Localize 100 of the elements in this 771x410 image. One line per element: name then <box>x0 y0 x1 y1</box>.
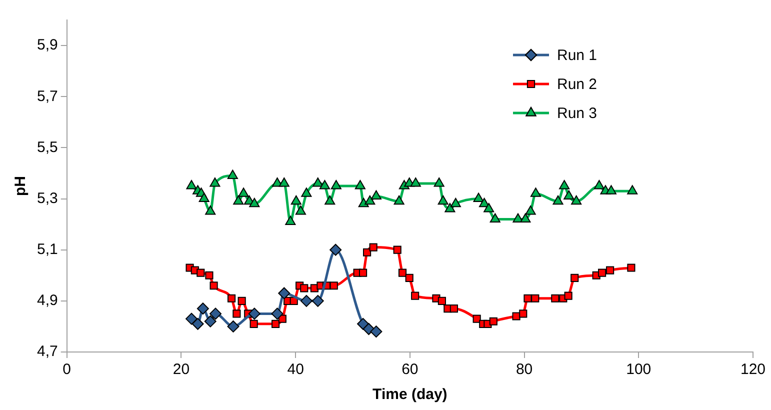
x-tick-label: 20 <box>172 361 190 378</box>
point <box>571 195 582 205</box>
point <box>489 317 498 326</box>
point <box>186 312 198 325</box>
point <box>627 185 638 194</box>
y-tick-label: 4,9 <box>36 292 58 310</box>
point <box>364 195 376 205</box>
point <box>192 318 204 330</box>
point <box>551 294 560 302</box>
y-tick-label: 5,7 <box>36 88 58 105</box>
point <box>330 180 342 190</box>
y-tick-label: 5,9 <box>36 36 58 54</box>
point <box>204 315 216 328</box>
point <box>278 287 290 300</box>
point <box>271 308 284 320</box>
point <box>444 202 456 212</box>
x-tick-label: 0 <box>62 361 72 378</box>
point <box>405 274 414 282</box>
point <box>196 268 205 277</box>
point <box>285 216 296 226</box>
point <box>233 195 244 205</box>
point <box>524 294 532 302</box>
y-tick-label: 4,7 <box>36 343 58 360</box>
point <box>552 195 564 205</box>
point <box>570 274 579 282</box>
point <box>398 268 407 277</box>
point <box>564 190 574 200</box>
point <box>598 268 606 277</box>
x-axis-title: Time (day) <box>372 386 448 404</box>
point <box>363 248 372 256</box>
point <box>434 177 444 187</box>
point <box>330 282 338 290</box>
point <box>473 192 484 202</box>
point <box>249 198 260 208</box>
point <box>559 180 570 190</box>
point <box>186 180 197 190</box>
point <box>438 296 446 305</box>
point <box>227 294 236 302</box>
point <box>358 198 369 208</box>
point <box>606 266 614 274</box>
legend-label: Run 3 <box>557 105 598 122</box>
point <box>410 177 421 187</box>
x-tick-label: 100 <box>626 361 652 378</box>
point <box>324 195 336 205</box>
point <box>198 192 210 202</box>
x-tick-label: 40 <box>287 361 304 378</box>
point <box>238 188 249 197</box>
point <box>300 284 308 292</box>
point <box>248 308 260 320</box>
y-tick-label: 5,5 <box>36 138 58 156</box>
point <box>394 195 404 205</box>
y-tick-label: 5,1 <box>36 240 58 258</box>
point <box>520 213 531 222</box>
point <box>301 188 312 197</box>
y-axis-title: pH <box>12 176 30 196</box>
point <box>472 314 481 323</box>
x-tick-label: 80 <box>516 361 533 378</box>
point <box>354 180 366 190</box>
point <box>205 206 216 215</box>
point <box>330 244 342 256</box>
point <box>370 326 382 338</box>
point <box>512 312 520 320</box>
point <box>210 308 222 320</box>
point <box>227 320 240 332</box>
point <box>272 320 280 328</box>
point <box>393 246 402 254</box>
point <box>530 188 541 197</box>
point <box>484 202 494 212</box>
point <box>512 213 524 222</box>
point <box>312 294 324 307</box>
point <box>290 195 302 205</box>
point <box>210 177 220 187</box>
point <box>250 320 258 328</box>
point <box>594 180 604 190</box>
x-tick-label: 120 <box>740 361 766 378</box>
point <box>319 180 330 190</box>
point <box>210 282 218 290</box>
point <box>525 206 536 215</box>
point <box>295 206 306 215</box>
point <box>300 294 312 307</box>
point <box>196 302 209 315</box>
y-tick-label: 5,3 <box>36 190 58 207</box>
point <box>238 296 246 305</box>
point <box>205 271 214 280</box>
point <box>450 304 458 313</box>
point <box>519 310 528 318</box>
legend-label: Run 1 <box>557 47 598 64</box>
point <box>369 243 378 252</box>
point <box>278 177 290 187</box>
point <box>312 177 324 187</box>
point <box>606 185 616 194</box>
point <box>370 190 382 200</box>
point <box>357 318 370 330</box>
point <box>438 195 448 205</box>
point <box>531 294 540 302</box>
legend-label: Run 2 <box>557 76 598 94</box>
point <box>359 268 368 277</box>
point <box>450 198 461 208</box>
point <box>490 213 500 222</box>
point <box>232 310 241 318</box>
